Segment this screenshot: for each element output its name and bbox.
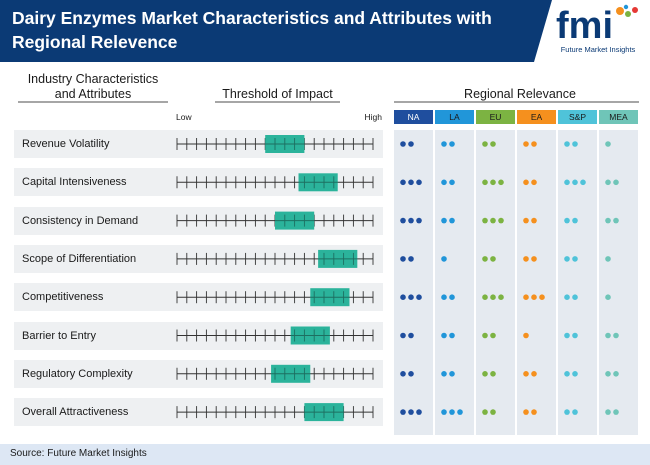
region-header-la: LA	[435, 110, 474, 124]
row-label-competitiveness: Competitiveness	[22, 291, 104, 304]
region-header-na: NA	[394, 110, 433, 124]
regional-underline	[394, 101, 639, 103]
footer-bar	[0, 444, 650, 465]
region-header-mea: MEA	[599, 110, 638, 124]
row-label-capital-intensiveness: Capital Intensiveness	[22, 176, 127, 189]
region-column-sandp	[558, 130, 597, 435]
row-label-revenue-volatility: Revenue Volatility	[22, 138, 110, 150]
region-column-na	[394, 130, 433, 435]
fmi-logo-icon: fmi	[556, 4, 638, 46]
characteristics-header: Industry Characteristics and Attributes	[27, 72, 159, 101]
threshold-underline	[215, 101, 340, 103]
regional-header: Regional Relevance	[464, 87, 576, 101]
low-label: Low	[176, 112, 192, 122]
row-label-regulatory-complexity: Regulatory Complexity	[22, 367, 133, 380]
region-column-eu	[476, 130, 515, 435]
region-column-mea	[599, 130, 638, 435]
logo-text: fmi	[556, 5, 613, 46]
region-header-sandp: S&P	[558, 110, 597, 124]
page-title: Dairy Enzymes Market Characteristics and…	[12, 8, 492, 52]
region-header-ea: EA	[517, 110, 556, 124]
characteristics-underline	[18, 101, 168, 103]
row-label-barrier-to-entry: Barrier to Entry	[22, 329, 96, 342]
row-label-overall-attractiveness: Overall Attractiveness	[22, 406, 129, 419]
source-note: Source: Future Market Insights	[10, 448, 147, 459]
region-column-la	[435, 130, 474, 435]
high-label: High	[364, 112, 382, 122]
region-header-eu: EU	[476, 110, 515, 124]
region-column-ea	[517, 130, 556, 435]
logo-panel	[534, 0, 650, 62]
row-label-consistency-in-demand: Consistency in Demand	[22, 214, 139, 227]
logo-tagline: Future Market Insights	[560, 45, 636, 54]
threshold-header: Threshold of Impact	[222, 87, 333, 101]
row-label-scope-of-differentiation: Scope of Differentiation	[22, 252, 137, 265]
